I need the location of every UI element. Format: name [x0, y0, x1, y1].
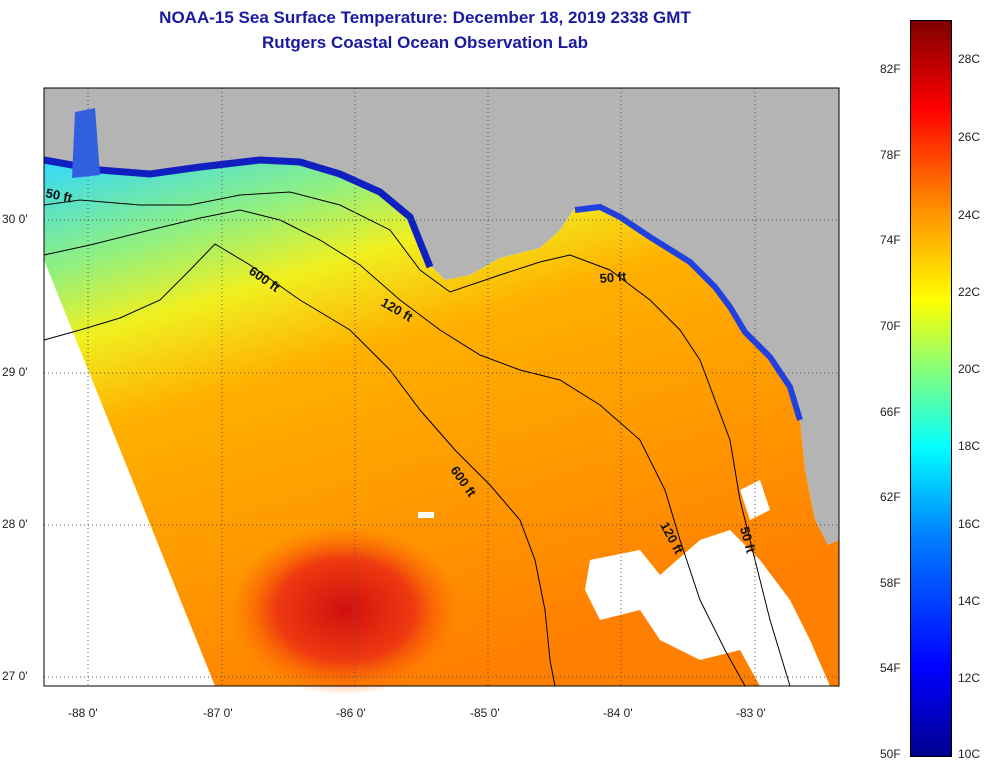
colorbar-c-label: 22C: [958, 285, 981, 299]
map-border: [43, 87, 840, 687]
coastal-cold-band: [43, 156, 434, 269]
lon-label: -88 0': [68, 706, 98, 720]
lat-label: 28 0': [2, 517, 28, 531]
colorbar-c-label: 18C: [958, 439, 981, 453]
contour-600ft: [43, 243, 556, 687]
lat-label: 30 0': [2, 212, 28, 226]
cloud-patch-tiny: [418, 512, 434, 518]
contour-label: 50 ft: [599, 269, 628, 286]
map-subtitle: Rutgers Coastal Ocean Observation Lab: [262, 33, 588, 52]
colorbar-c-label: 24C: [958, 208, 981, 222]
land-mass: [44, 88, 839, 545]
map-title: NOAA-15 Sea Surface Temperature: Decembe…: [159, 8, 691, 27]
colorbar-f-label: 78F: [880, 148, 901, 162]
graticule: [44, 88, 839, 686]
colorbar-f-label: 70F: [880, 319, 901, 333]
temperature-colorbar: [910, 20, 952, 757]
lat-label: 27 0': [2, 669, 28, 683]
contour-label: 50 ft: [44, 185, 74, 205]
coastal-cold-band-east: [574, 203, 803, 421]
contour-50ft-west: [43, 191, 791, 687]
colorbar-c-label: 10C: [958, 747, 981, 761]
colorbar-c-label: 20C: [958, 362, 981, 376]
colorbar-f-label: 66F: [880, 405, 901, 419]
lat-label: 29 0': [2, 365, 28, 379]
lon-label: -83 0': [736, 706, 766, 720]
colorbar-c-label: 12C: [958, 671, 981, 685]
warm-core: [230, 525, 460, 695]
lon-label: -84 0': [603, 706, 633, 720]
colorbar-f-label: 74F: [880, 233, 901, 247]
colorbar-c-label: 16C: [958, 517, 981, 531]
colorbar-f-label: 50F: [880, 747, 901, 761]
lon-label: -87 0': [203, 706, 233, 720]
lon-label: -85 0': [470, 706, 500, 720]
colorbar-c-label: 28C: [958, 52, 981, 66]
colorbar-f-label: 82F: [880, 62, 901, 76]
colorbar-f-label: 54F: [880, 661, 901, 675]
contour-label: 50 ft: [737, 525, 759, 555]
colorbar-c-label: 26C: [958, 130, 981, 144]
lon-label: -86 0': [336, 706, 366, 720]
colorbar-f-label: 62F: [880, 490, 901, 504]
contour-120ft: [43, 209, 746, 687]
colorbar-f-label: 58F: [880, 576, 901, 590]
cloud-patch: [585, 530, 830, 686]
colorbar-c-label: 14C: [958, 594, 981, 608]
bay-inlet: [72, 108, 100, 178]
